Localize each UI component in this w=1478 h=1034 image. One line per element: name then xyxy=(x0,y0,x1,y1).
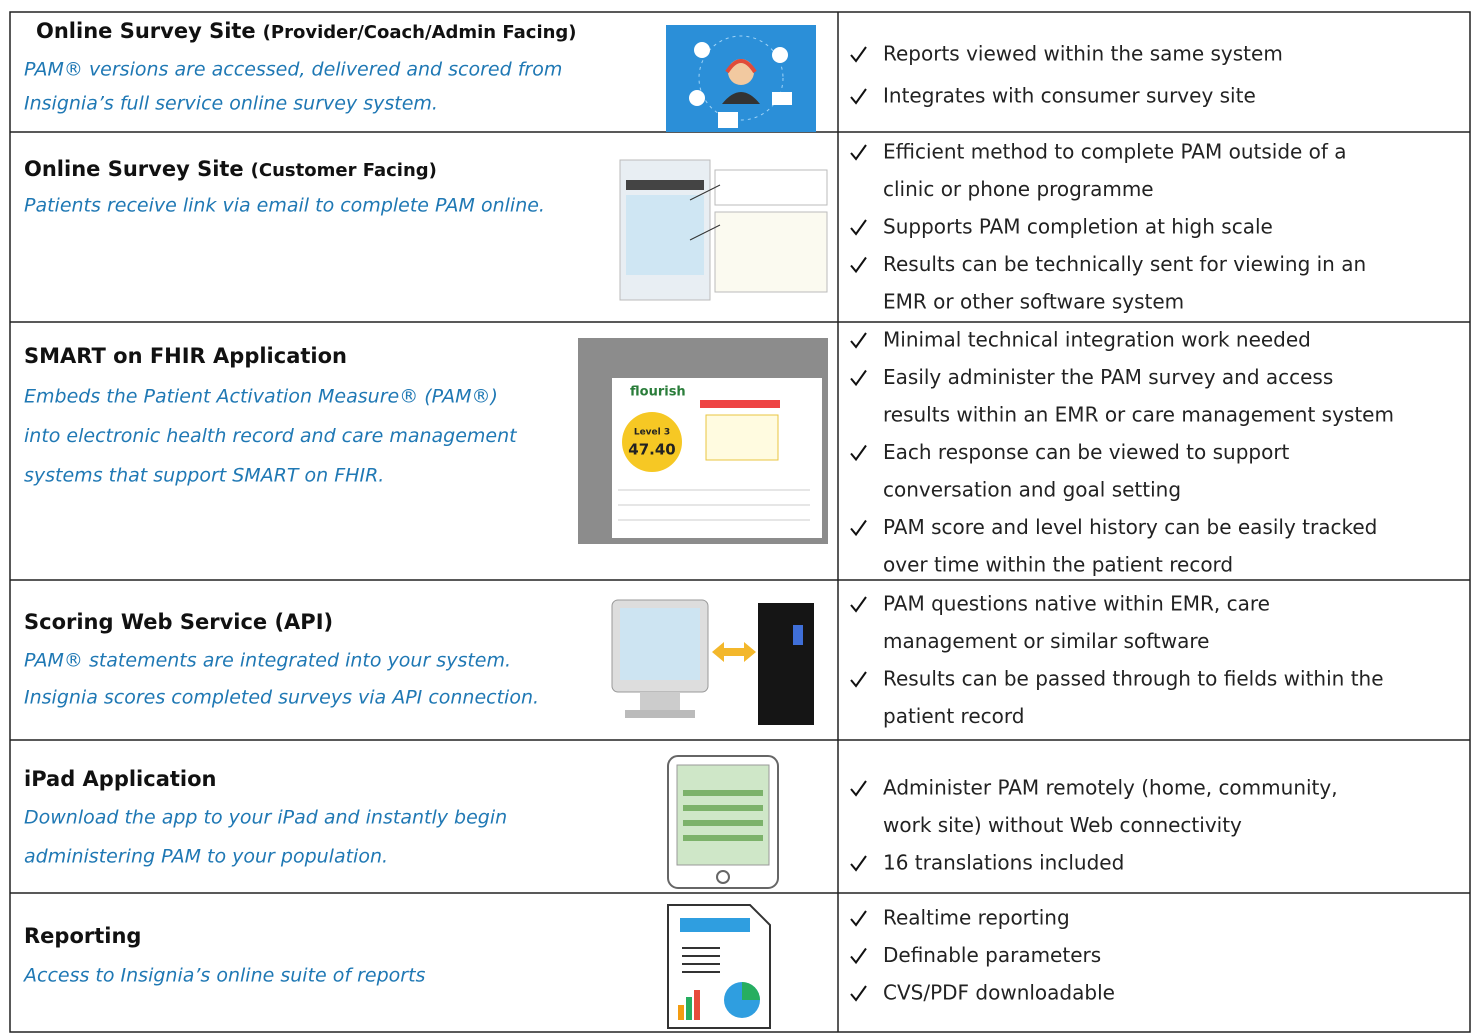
bullet-text: Results can be passed through to fields … xyxy=(883,667,1384,691)
bullet-text: PAM score and level history can be easil… xyxy=(883,515,1377,539)
bullet-text: Realtime reporting xyxy=(883,906,1070,930)
bullet-text: results within an EMR or care management… xyxy=(883,403,1394,427)
bullet-text: Reports viewed within the same system xyxy=(883,42,1283,66)
check-mark xyxy=(850,88,867,105)
support-illustration xyxy=(666,25,816,132)
bullet-text: Each response can be viewed to support xyxy=(883,440,1290,464)
check-mark xyxy=(850,444,867,462)
row-title: Online Survey Site xyxy=(36,19,256,43)
check-mark xyxy=(850,780,867,797)
row-description: systems that support SMART on FHIR. xyxy=(24,465,384,487)
fhir-screenshot xyxy=(578,338,828,544)
row-description: Insignia scores completed surveys via AP… xyxy=(24,687,539,709)
row-title: Scoring Web Service (API) xyxy=(24,610,333,634)
check-mark xyxy=(850,519,867,537)
bullet-text: over time within the patient record xyxy=(883,553,1233,577)
row-title: Online Survey Site xyxy=(24,157,244,181)
check-mark xyxy=(850,596,867,613)
check-mark xyxy=(850,369,867,387)
row-description: PAM® versions are accessed, delivered an… xyxy=(24,59,562,81)
bullet-text: Integrates with consumer survey site xyxy=(883,84,1256,108)
bullet-text: Definable parameters xyxy=(883,943,1101,967)
check-mark xyxy=(850,256,867,274)
check-mark xyxy=(850,910,867,927)
bullet-text: CVS/PDF downloadable xyxy=(883,981,1115,1005)
bullet-text: Efficient method to complete PAM outside… xyxy=(883,140,1347,164)
bullet-text: management or similar software xyxy=(883,629,1209,653)
row-description: into electronic health record and care m… xyxy=(24,425,518,447)
bullet-text: PAM questions native within EMR, care xyxy=(883,592,1270,616)
row-description: administering PAM to your population. xyxy=(24,846,388,868)
check-mark xyxy=(850,332,867,349)
ipad-illustration xyxy=(667,755,779,889)
row-description: Download the app to your iPad and instan… xyxy=(24,807,507,829)
row-title: SMART on FHIR Application xyxy=(24,344,347,368)
api-illustration xyxy=(611,599,814,725)
bullet-text: Results can be technically sent for view… xyxy=(883,252,1366,276)
bullet-text: clinic or phone programme xyxy=(883,177,1154,201)
check-mark xyxy=(850,985,867,1002)
bullet-text: Easily administer the PAM survey and acc… xyxy=(883,365,1333,389)
survey-screenshot xyxy=(619,159,828,301)
row-description: Embeds the Patient Activation Measure® (… xyxy=(24,386,498,408)
row-title: Reporting xyxy=(24,924,141,948)
bullet-text: Administer PAM remotely (home, community… xyxy=(883,776,1338,800)
check-mark xyxy=(850,219,867,236)
bullet-text: conversation and goal setting xyxy=(883,478,1181,502)
check-mark xyxy=(850,46,867,63)
bullet-text: work site) without Web connectivity xyxy=(883,813,1242,837)
bullet-text: Supports PAM completion at high scale xyxy=(883,215,1273,239)
bullet-text: 16 translations included xyxy=(883,851,1124,875)
table-border xyxy=(9,11,1471,1033)
check-mark xyxy=(850,144,867,161)
row-description: PAM® statements are integrated into your… xyxy=(24,650,511,672)
report-icon xyxy=(667,904,771,1029)
table-grid xyxy=(9,11,1471,1033)
bullet-text: EMR or other software system xyxy=(883,290,1184,314)
bullet-text: Minimal technical integration work neede… xyxy=(883,328,1311,352)
figure-text: Level 3 xyxy=(634,428,670,438)
check-mark xyxy=(850,855,867,872)
row-description: Access to Insignia’s online suite of rep… xyxy=(22,965,426,987)
figure-text: flourish xyxy=(630,385,686,400)
bullet-text: patient record xyxy=(883,704,1024,728)
check-mark xyxy=(850,671,867,688)
row-title: iPad Application xyxy=(24,767,217,791)
row-description: Insignia’s full service online survey sy… xyxy=(24,93,438,115)
figure-text: 47.40 xyxy=(628,441,675,459)
check-mark xyxy=(850,947,867,965)
row-title-suffix: (Provider/Coach/Admin Facing) xyxy=(263,22,577,43)
row-description: Patients receive link via email to compl… xyxy=(24,195,545,217)
row-title-suffix: (Customer Facing) xyxy=(251,160,437,181)
